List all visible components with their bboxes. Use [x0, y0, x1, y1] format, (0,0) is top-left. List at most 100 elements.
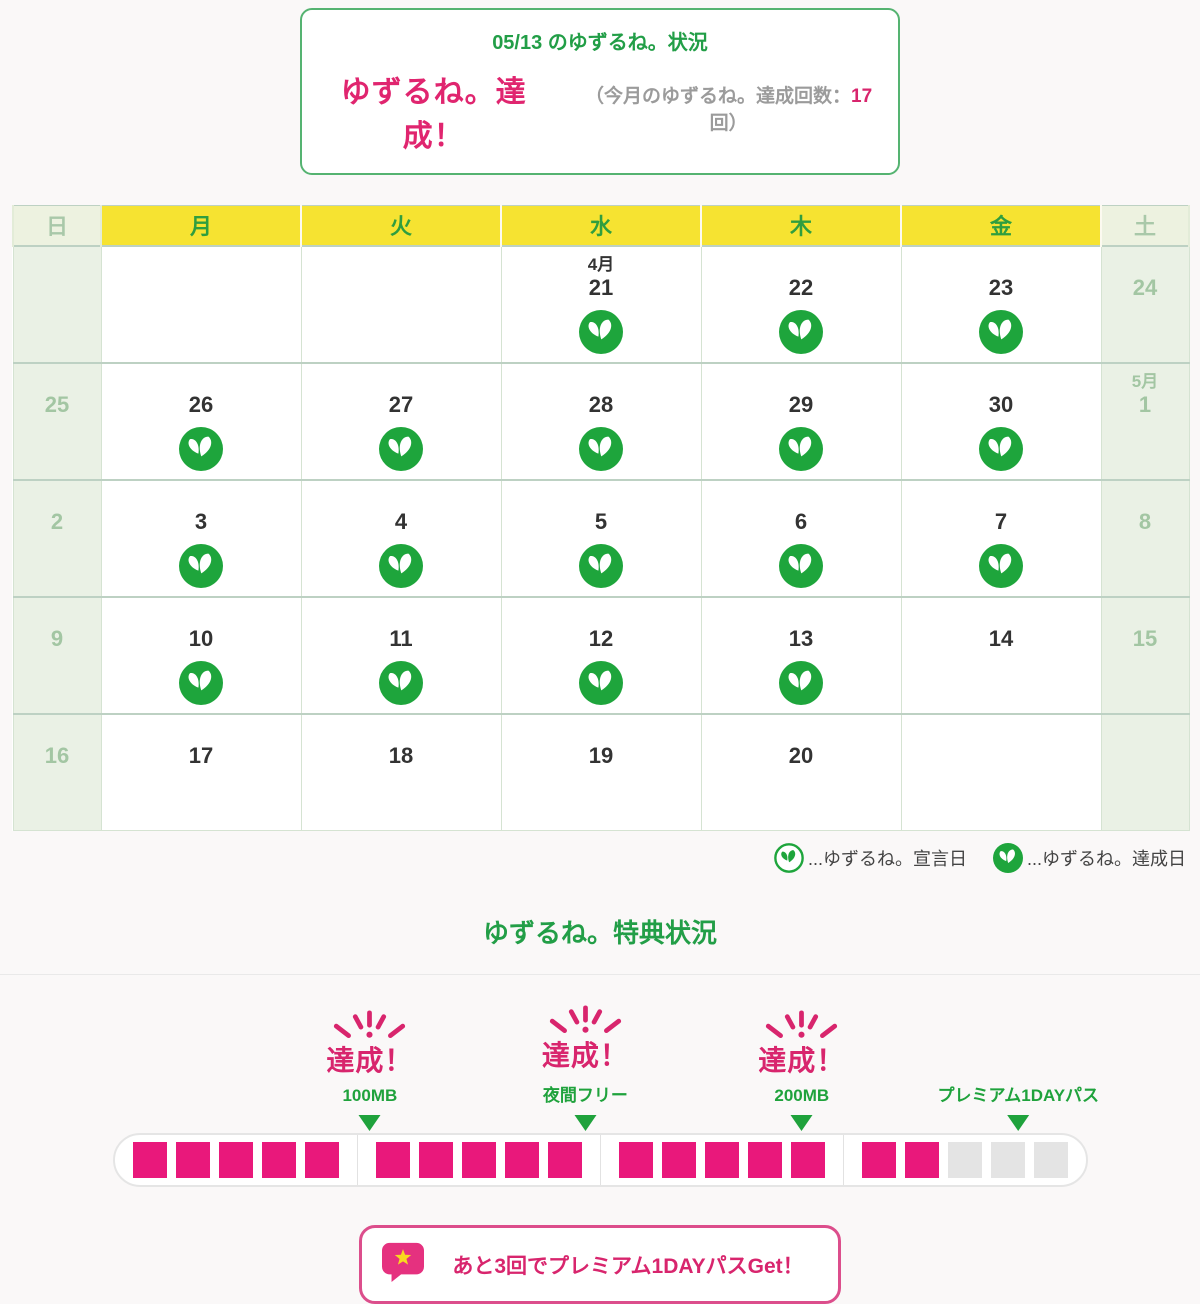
month-label: 5月 [1131, 371, 1159, 391]
achieved-icon-slot [503, 543, 700, 588]
progress-segment [261, 1142, 296, 1178]
achieved-icon-slot [103, 426, 300, 471]
achieved-icon-slot [903, 309, 1100, 354]
calendar-legend: ...ゆずるね。宣言日 ...ゆずるね。達成日 [14, 843, 1186, 873]
legend-declared-icon-slot [774, 843, 804, 873]
calendar-week-row: 16 17 18 19 20 [12, 712, 1190, 831]
calendar-cell [12, 244, 102, 363]
month-label [103, 716, 300, 742]
day-number: 21 [588, 274, 614, 300]
legend-declared-label: ...ゆずるね。宣言日 [807, 849, 967, 869]
day-number: 13 [788, 625, 814, 651]
calendar-cell: 20 [700, 712, 902, 831]
legend-achieved-label: ...ゆずるね。達成日 [1026, 849, 1186, 869]
month-label [903, 248, 1100, 274]
yuzurune-achieved-icon [779, 426, 823, 471]
day-header-金: 金 [900, 205, 1102, 246]
progress-segment [304, 1142, 339, 1178]
status-detail-suffix: 回） [709, 113, 748, 134]
progress-segment [175, 1142, 210, 1178]
calendar-cell: 10 [100, 595, 302, 714]
calendar-cell: 12 [500, 595, 702, 714]
milestone-夜間フリー: 達成！ 夜間フリー [542, 1005, 629, 1131]
day-number: 18 [388, 742, 414, 768]
status-card: 05/13 のゆずるね。状況 ゆずるね。達成！ （今月のゆずるね。達成回数：17… [300, 8, 900, 175]
milestone-200MB: 達成！ 200MB [758, 1010, 845, 1131]
yuzurune-achieved-icon [579, 309, 623, 354]
month-label [15, 365, 100, 391]
day-number: 14 [988, 625, 1014, 651]
calendar-cell: 14 [900, 595, 1102, 714]
calendar-cell: 13 [700, 595, 902, 714]
day-number: 12 [588, 625, 614, 651]
progress-group [115, 1135, 357, 1185]
day-header-火: 火 [300, 205, 502, 246]
status-result-text: ゆずるね。達成！ [340, 76, 527, 153]
progress-group [599, 1135, 843, 1185]
progress-group [356, 1135, 600, 1185]
day-header-月: 月 [100, 205, 302, 246]
day-number: 16 [44, 742, 70, 768]
milestones: 達成！ 100MB 達成！ 夜間フリー 達成！ 200MB プレミアム1DAYパス [113, 1001, 1099, 1133]
yuzurune-achieved-icon [779, 660, 823, 705]
yuzurune-status-page: 05/13 のゆずるね。状況 ゆずるね。達成！ （今月のゆずるね。達成回数：17… [0, 8, 1200, 1304]
calendar-cell: 4月 21 [500, 244, 702, 363]
speech-bubble-star-icon [382, 1242, 424, 1283]
day-number [103, 274, 300, 304]
month-label [703, 599, 900, 625]
calendar-cell: 25 [12, 361, 102, 480]
achieved-icon-slot [303, 426, 500, 471]
month-label [15, 716, 100, 742]
milestone-arrow-icon [574, 1115, 597, 1131]
day-number: 6 [794, 508, 808, 534]
day-number: 9 [50, 625, 64, 651]
calendar-cell: 7 [900, 478, 1102, 597]
day-header-木: 木 [700, 205, 902, 246]
day-number: 28 [588, 391, 614, 417]
progress-segment [704, 1142, 739, 1178]
calendar-cell: 30 [900, 361, 1102, 480]
month-label [503, 365, 700, 391]
month-label [103, 365, 300, 391]
month-label [1103, 482, 1188, 508]
achieved-icon-slot [503, 309, 700, 354]
milestone-label: 100MB [342, 1086, 398, 1105]
achieved-icon-slot [903, 426, 1100, 471]
calendar-body: 4月 21 22 23 24 25 26 27 28 [12, 244, 1190, 831]
yuzurune-achieved-icon [179, 543, 223, 588]
progress-segment [790, 1142, 825, 1178]
month-label [303, 248, 500, 274]
month-label [503, 599, 700, 625]
yuzurune-achieved-icon [179, 426, 223, 471]
message-bubble-icon-slot [380, 1241, 426, 1288]
progress-group [842, 1135, 1086, 1185]
progress-segment [618, 1142, 653, 1178]
calendar-cell: 18 [300, 712, 502, 831]
day-number: 20 [788, 742, 814, 768]
milestone-arrow-icon [790, 1115, 813, 1131]
status-card-result-line: ゆずるね。達成！ （今月のゆずるね。達成回数：17 回） [312, 67, 888, 155]
month-label [903, 365, 1100, 391]
day-number: 2 [50, 508, 64, 534]
achieved-icon-slot [503, 660, 700, 705]
calendar-cell: 29 [700, 361, 902, 480]
progress-bar [112, 1133, 1088, 1187]
achieved-icon-slot [103, 543, 300, 588]
yuzurune-achieved-icon [979, 426, 1023, 471]
milestone-achieved-badge: 達成！ [541, 1040, 629, 1072]
day-number: 4 [394, 508, 408, 534]
yuzurune-calendar: 日月火水木金土 4月 21 22 23 24 25 26 27 [12, 205, 1190, 831]
day-number: 7 [994, 508, 1008, 534]
yuzurune-achieved-icon [379, 543, 423, 588]
month-label [303, 365, 500, 391]
month-label [1103, 599, 1188, 625]
month-label [1103, 248, 1188, 274]
day-number: 5 [594, 508, 608, 534]
yuzurune-achieved-icon [979, 309, 1023, 354]
month-label [303, 482, 500, 508]
achieved-icon-slot [303, 660, 500, 705]
calendar-week-row: 2 3 4 5 6 7 8 [12, 478, 1190, 597]
day-number: 29 [788, 391, 814, 417]
yuzurune-achieved-icon [579, 426, 623, 471]
day-number: 27 [388, 391, 414, 417]
